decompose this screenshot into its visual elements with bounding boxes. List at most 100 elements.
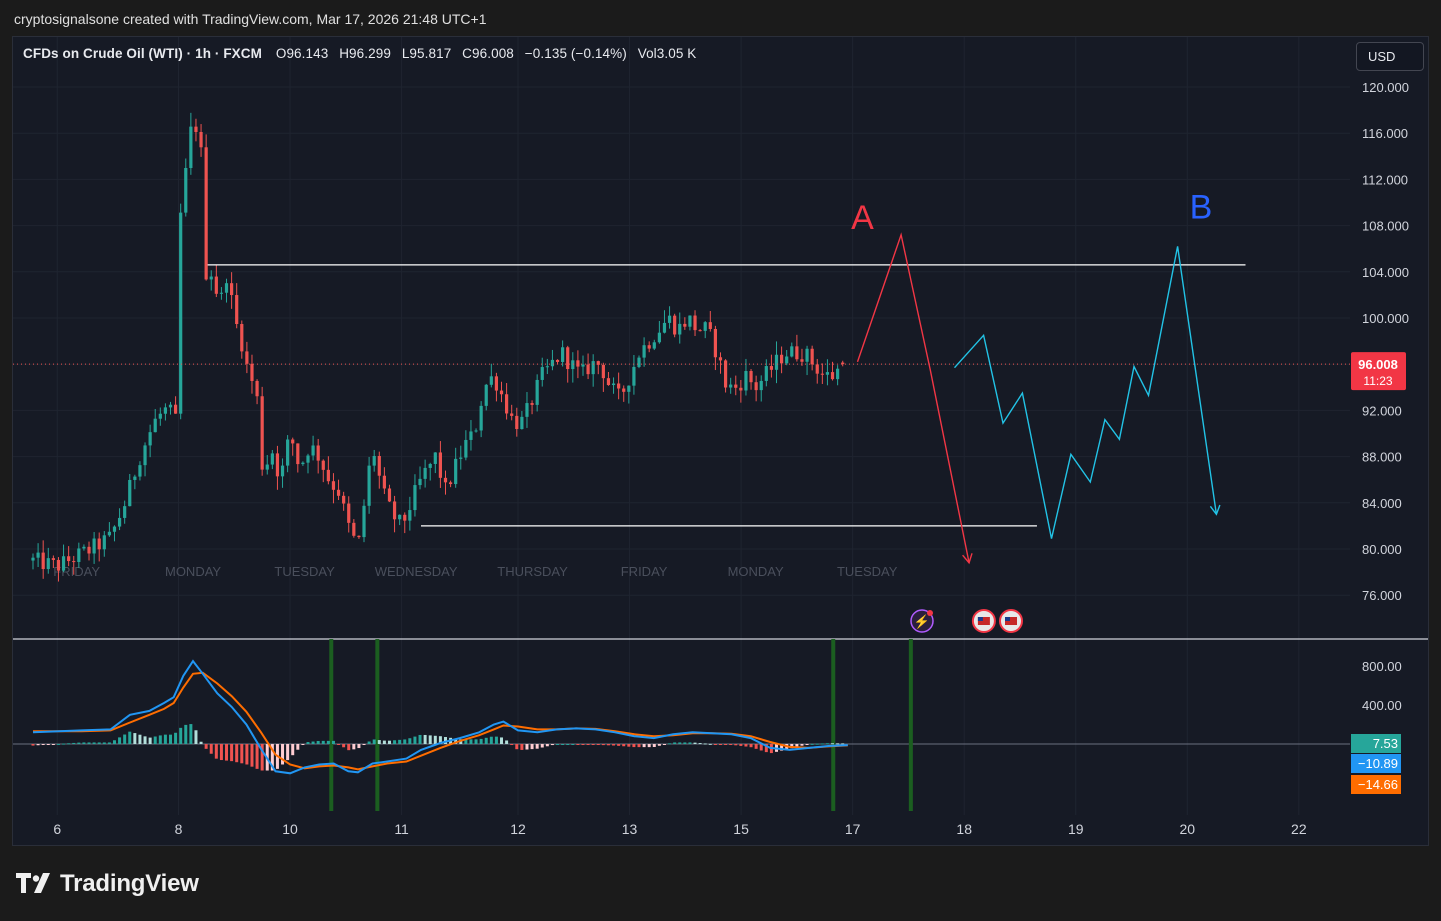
price-chart[interactable]: 120.000 116.000 112.000 108.000 104.000 100.0…	[13, 37, 1429, 846]
histogram-bar	[693, 742, 697, 744]
candle-body	[703, 322, 707, 331]
candle-body	[31, 557, 35, 561]
histogram-bar	[428, 735, 432, 744]
candle-body	[683, 323, 687, 327]
candle-body	[673, 315, 677, 335]
histogram-bar	[698, 743, 702, 745]
candle-body	[194, 126, 198, 132]
macd-value-badge-text: −10.89	[1358, 756, 1398, 771]
histogram-bar	[836, 743, 840, 745]
last-price-badge: 96.008 11:23	[1351, 352, 1406, 391]
candle-body	[112, 526, 117, 532]
date-tick-label: 6	[53, 821, 61, 837]
candle-body	[423, 467, 427, 479]
candle-body	[392, 501, 397, 520]
histogram-bar	[194, 730, 198, 744]
grid	[13, 37, 1350, 815]
histogram-bar	[331, 740, 335, 744]
histogram-bar	[235, 744, 239, 763]
histogram-bar	[46, 744, 50, 745]
histogram-bar	[337, 744, 341, 745]
candle-body	[561, 347, 565, 362]
histogram-bar	[347, 744, 351, 751]
candle-body	[352, 522, 356, 536]
histogram-bar	[281, 744, 285, 765]
histogram-bar	[41, 744, 45, 745]
currency-button[interactable]: USD	[1356, 42, 1424, 71]
candle-body	[779, 354, 784, 364]
projection-b-arrow	[1209, 504, 1221, 516]
histogram-bar	[107, 742, 111, 744]
projection-b	[953, 246, 1218, 539]
candle-body	[413, 485, 417, 511]
candle-body	[591, 361, 595, 375]
candle-body	[184, 167, 188, 213]
histogram-bar	[36, 744, 40, 746]
histogram-bar	[230, 744, 234, 762]
date-tick-label: 12	[510, 821, 526, 837]
histogram-bar	[62, 743, 66, 745]
candle-body	[240, 324, 244, 352]
candle-body	[785, 356, 789, 364]
histogram-bar	[596, 744, 600, 745]
candle-body	[606, 378, 611, 386]
histogram-bar	[214, 744, 218, 759]
histogram-bar	[841, 743, 845, 745]
price-tick-label: 80.000	[1362, 542, 1402, 557]
histogram-bar	[520, 744, 524, 750]
candle-body	[698, 330, 702, 332]
histogram-bar	[825, 743, 829, 745]
candle-body	[199, 131, 203, 148]
candle-body	[321, 460, 325, 470]
histogram-bar	[739, 744, 743, 746]
histogram-bar	[606, 744, 610, 746]
candle-body	[82, 546, 86, 549]
last-price-value: 96.008	[1358, 357, 1398, 372]
tradingview-logo-icon	[16, 873, 50, 893]
histogram-bar	[642, 744, 646, 748]
candle-body	[520, 416, 524, 430]
chart-frame[interactable]: 120.000 116.000 112.000 108.000 104.000 100.0…	[12, 36, 1429, 846]
histogram-bar	[225, 744, 229, 761]
histogram-bar	[286, 744, 290, 761]
histogram-bar	[545, 744, 549, 747]
histogram-bar	[270, 744, 274, 771]
candle-body	[596, 361, 600, 365]
candle-body	[102, 535, 106, 550]
price-tick-label: 76.000	[1362, 588, 1402, 603]
candle-body	[143, 445, 147, 466]
candle-body	[489, 376, 493, 385]
price-tick-label: 116.000	[1362, 126, 1408, 141]
candle-body	[275, 453, 280, 477]
date-tick-label: 15	[733, 821, 749, 837]
histogram-bar	[443, 737, 447, 744]
candle-body	[189, 126, 193, 168]
candle-body	[469, 431, 473, 440]
histogram-bar	[550, 744, 554, 746]
histogram-bar	[780, 744, 784, 751]
candle-body	[214, 276, 218, 294]
candle-body	[418, 478, 422, 486]
macd-histogram	[31, 724, 845, 771]
signal-marker	[908, 639, 913, 811]
histogram-bar	[97, 742, 101, 744]
histogram-bar	[311, 741, 315, 744]
candle-body	[255, 380, 259, 397]
candle-body	[311, 445, 315, 456]
histogram-bar	[72, 742, 76, 744]
candle-body	[372, 455, 376, 466]
histogram-bar	[479, 738, 483, 744]
histogram-bar	[601, 744, 605, 746]
candle-body	[459, 457, 463, 459]
signal-marker	[329, 639, 334, 811]
time-axis: 6 8 10 11 12 13 15 17 18 19 20 22	[53, 821, 1306, 837]
signal-value-badge-text: −14.66	[1358, 777, 1398, 792]
histogram-bar	[189, 724, 193, 744]
histogram-bar	[500, 737, 504, 744]
candle-body	[153, 418, 157, 433]
histogram-bar	[408, 738, 412, 744]
candle-body	[387, 488, 392, 502]
histogram-bar	[586, 744, 590, 745]
histogram-bar	[754, 744, 758, 749]
histogram-bar	[632, 744, 636, 748]
